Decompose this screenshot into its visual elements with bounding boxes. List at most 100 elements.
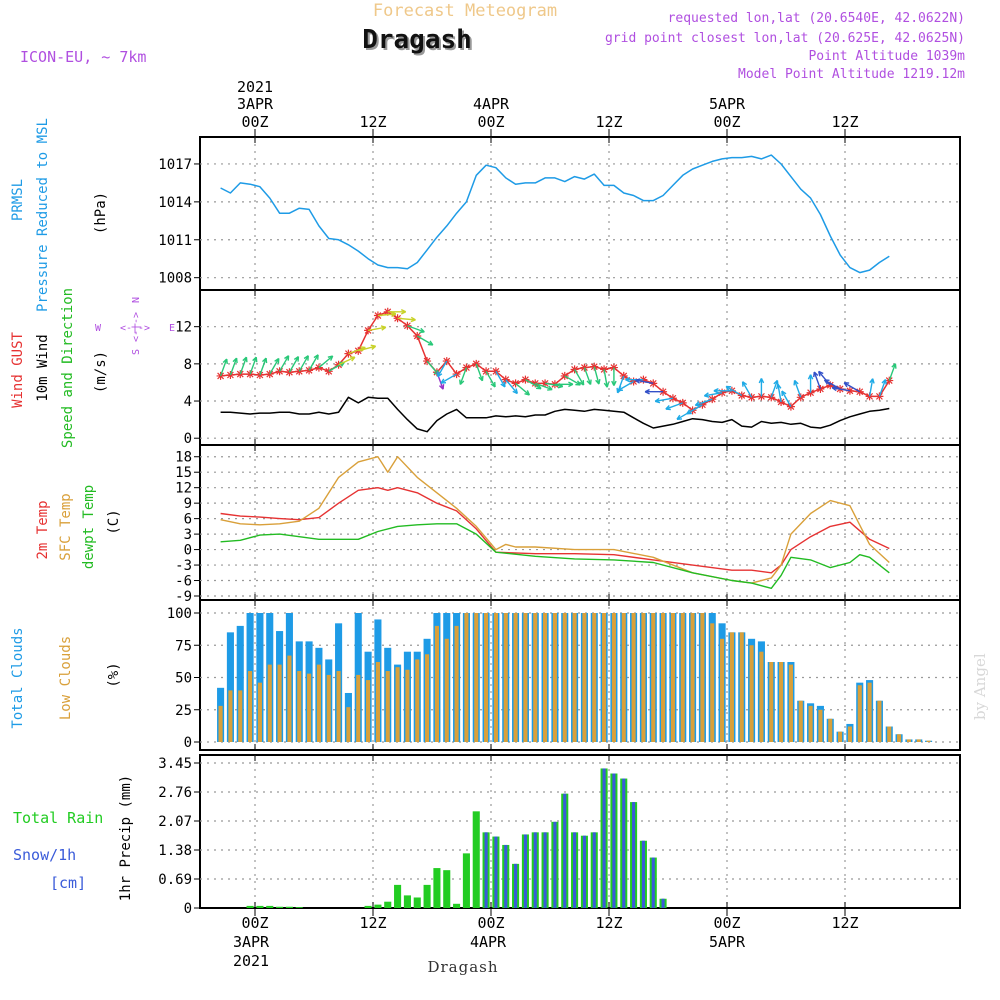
temp-ytick-label: -3 — [175, 558, 192, 574]
wind-frame — [199, 289, 961, 446]
snow-bar — [582, 835, 586, 908]
rain-bar — [276, 906, 284, 908]
pressure-label-msl: Pressure Reduced to MSL — [35, 118, 51, 312]
rain-bar — [472, 811, 480, 908]
top-hour-label: 12Z — [359, 113, 386, 131]
cloud-frame — [199, 599, 961, 751]
low-cloud-bar — [867, 682, 872, 742]
low-cloud-bar — [926, 740, 931, 742]
wind-direction-arrow — [617, 380, 634, 392]
wind-direction-arrowhead — [439, 384, 445, 390]
wind-direction-arrow — [564, 375, 581, 386]
top-hour-label: 00Z — [713, 113, 740, 131]
model-label: ICON-EU, ~ 7km — [20, 48, 146, 66]
wind-direction-arrowhead — [293, 356, 300, 362]
wind-direction-arrow — [459, 367, 468, 385]
wind-ytick-label: 0 — [184, 431, 192, 447]
low-cloud-bar — [562, 613, 567, 742]
wind-direction-arrowhead — [775, 383, 782, 390]
temp-sfc-line — [220, 456, 890, 584]
temp-unit: (C) — [106, 509, 122, 534]
low-cloud-bar — [621, 613, 626, 742]
wind-direction-arrowhead — [400, 308, 407, 315]
watermark: by Angel — [971, 653, 989, 720]
low-cloud-bar — [818, 709, 823, 742]
snow-bar — [514, 863, 518, 908]
wind-direction-arrowhead — [303, 355, 309, 361]
low-cloud-bar — [769, 662, 774, 742]
temp-ytick-label: 0 — [184, 543, 192, 559]
gust-marker — [482, 367, 491, 376]
precip-ytick-label: 2.07 — [158, 814, 192, 830]
precip-label-snow: Snow/1h — [13, 846, 76, 864]
low-cloud-bar — [710, 623, 715, 742]
bottom-hour-label: 00Z — [713, 914, 740, 932]
wind-direction-arrowhead — [327, 355, 334, 361]
gust-marker — [491, 367, 500, 376]
temp-ytick-label: 3 — [184, 527, 192, 543]
low-cloud-bar — [523, 613, 528, 742]
wind-direction-arrow — [824, 379, 841, 390]
low-cloud-bar — [346, 707, 351, 742]
wind-label-10m: 10m Wind — [35, 334, 51, 401]
wind-direction-arrow — [741, 381, 753, 398]
wind-direction-arrow — [535, 382, 553, 391]
gust-marker — [600, 365, 609, 374]
gust-marker — [590, 362, 599, 371]
wind-direction-arrowhead — [713, 388, 719, 394]
wind-direction-arrow — [269, 358, 280, 375]
rain-bar — [394, 884, 402, 908]
wind-direction-arrow — [437, 360, 448, 378]
wind-direction-arrow — [249, 356, 257, 375]
gust-marker — [845, 386, 854, 395]
low-cloud-bar — [572, 613, 577, 742]
point-altitude: Point Altitude 1039m — [808, 49, 965, 64]
rain-bar — [443, 870, 451, 908]
snow-bar — [523, 834, 527, 908]
wind-direction-arrowhead — [758, 378, 765, 384]
wind-direction-arrowhead — [818, 370, 824, 377]
bottom-year-label: 2021 — [233, 952, 269, 970]
wind-direction-arrowhead — [686, 409, 692, 415]
wind-direction-arrowhead — [410, 316, 416, 323]
temp-ytick-label: 18 — [175, 450, 192, 466]
low-cloud-bar — [631, 613, 636, 742]
low-cloud-bar — [248, 671, 253, 742]
gust-marker — [511, 379, 520, 388]
precip-ytick-label: 0 — [184, 901, 192, 917]
rain-bar — [364, 905, 372, 908]
low-cloud-bar — [798, 700, 803, 742]
gust-marker — [649, 379, 658, 388]
wind-direction-arrowhead — [665, 404, 671, 411]
wind-direction-arrow — [704, 391, 723, 397]
wind-direction-arrowhead — [676, 414, 683, 421]
compass-w: W — [95, 323, 102, 334]
wind-direction-arrowhead — [654, 397, 661, 404]
low-cloud-bar — [582, 613, 587, 742]
snow-bar — [563, 793, 567, 908]
cloud-ytick-label: 0 — [184, 735, 192, 751]
total-cloud-bar — [256, 613, 264, 742]
wind-direction-arrow — [793, 380, 802, 398]
temp-ytick-label: -6 — [175, 574, 192, 590]
low-cloud-bar — [690, 613, 695, 742]
wind-direction-arrowhead — [500, 381, 506, 388]
low-cloud-bar — [916, 739, 921, 742]
gust-marker — [216, 371, 225, 380]
wind-direction-arrowhead — [232, 357, 238, 364]
wind-direction-arrow — [888, 363, 897, 381]
cloud-ytick-label: 50 — [175, 671, 192, 687]
precip-unit: 1hr Precip (mm) — [118, 775, 134, 901]
temp-label-sfc: SFC Temp — [58, 493, 74, 560]
low-cloud-bar — [454, 625, 459, 742]
gust-marker — [354, 346, 363, 355]
wind-direction-arrowhead — [524, 390, 531, 396]
rain-bar — [266, 905, 274, 908]
rain-bar — [374, 904, 382, 908]
rain-bar — [295, 907, 303, 908]
wind-direction-arrow — [298, 355, 309, 372]
bottom-hour-label: 00Z — [241, 914, 268, 932]
wind-direction-arrow — [665, 402, 683, 410]
wind-direction-arrowhead — [575, 380, 581, 386]
wind-direction-arrow — [308, 354, 319, 371]
